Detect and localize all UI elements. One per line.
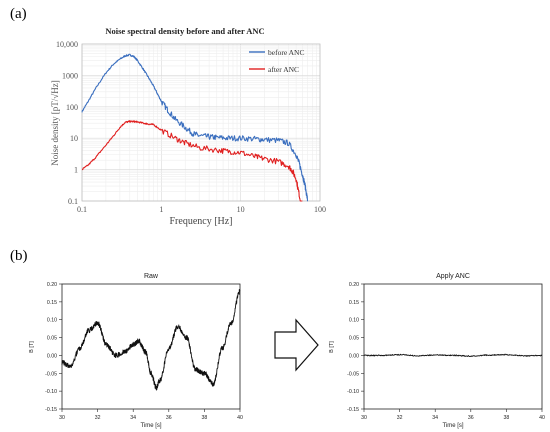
chart-a-y-axis-label: Noise density [pT/√Hz]: [50, 80, 60, 165]
chart-a-y-tick-label: 1000: [62, 71, 78, 80]
chart-raw-y-ticks: -0.15 -0.10 -0.05 0.00 0.05 0.10 0.15 0.20: [45, 282, 62, 413]
chart-anc-y-tick-label: 0.20: [349, 282, 359, 288]
chart-anc-y-tick-label: 0.05: [349, 336, 359, 342]
chart-raw-series: [61, 289, 241, 391]
chart-raw-y-tick-label: -0.10: [45, 389, 57, 395]
panel-a-label: (a): [10, 6, 27, 22]
chart-raw-y-tick-label: 0.05: [47, 336, 57, 342]
chart-anc-x-tick-label: 34: [432, 415, 438, 421]
legend-label-before-anc: before ANC: [268, 48, 304, 57]
chart-anc-x-tick-label: 38: [504, 415, 510, 421]
chart-anc-plot-area: [363, 283, 543, 410]
chart-anc-y-ticks: -0.15 -0.10 -0.05 0.00 0.05 0.10 0.15 0.20: [347, 282, 364, 413]
chart-a-title: Noise spectral density before and after …: [105, 26, 264, 36]
chart-a-y-tick-label: 1: [74, 166, 78, 175]
chart-a-y-tick-label: 10,000: [56, 40, 78, 49]
chart-anc-x-tick-label: 36: [468, 415, 474, 421]
chart-raw-x-tick-label: 30: [59, 415, 65, 421]
chart-raw-series-line: [61, 289, 241, 391]
chart-raw-title: Raw: [144, 273, 159, 280]
chart-anc-x-tick-label: 32: [397, 415, 403, 421]
chart-a-y-ticks: 0.1 1 10 100 1000 10,000: [56, 40, 78, 206]
chart-anc-y-tick-label: 0.10: [349, 318, 359, 324]
chart-raw-x-tick-label: 38: [202, 415, 208, 421]
chart-raw-y-tick-label: 0.00: [47, 353, 57, 359]
chart-a-x-tick-label: 100: [314, 205, 326, 214]
legend-label-after-anc: after ANC: [268, 65, 299, 74]
chart-anc-y-tick-label: -0.15: [347, 407, 359, 413]
chart-a-plot-area: [81, 43, 321, 202]
chart-a-legend: before ANC after ANC: [249, 48, 304, 74]
chart-raw-x-tick-label: 36: [166, 415, 172, 421]
chart-anc-series-line: [363, 353, 543, 358]
chart-anc-series: [363, 353, 543, 358]
chart-a-y-tick-label: 100: [66, 103, 78, 112]
chart-a-x-tick-label: 10: [237, 205, 245, 214]
panel-b-label: (b): [10, 248, 28, 264]
chart-anc-x-axis-label: Time [s]: [442, 423, 463, 429]
chart-raw-x-tick-label: 32: [95, 415, 101, 421]
chart-a-series: [81, 53, 309, 202]
chart-anc-y-tick-label: -0.10: [347, 389, 359, 395]
chart-anc-x-tick-label: 40: [539, 415, 545, 421]
chart-anc-x-tick-label: 30: [361, 415, 367, 421]
chart-raw-plot-area: [61, 283, 241, 410]
chart-anc-title: Apply ANC: [436, 273, 470, 280]
chart-raw-x-tick-label: 40: [237, 415, 243, 421]
chart-raw-x-ticks: 30 32 34 36 38 40: [59, 409, 243, 421]
chart-raw-y-tick-label: -0.05: [45, 371, 57, 377]
chart-anc-y-tick-label: 0.15: [349, 300, 359, 306]
series-line-after-anc: [81, 120, 303, 202]
chart-a-x-tick-label: 0.1: [77, 205, 87, 214]
chart-raw-y-tick-label: -0.15: [45, 407, 57, 413]
chart-a-x-axis-label: Frequency [Hz]: [169, 216, 232, 227]
chart-raw-x-axis-label: Time [s]: [140, 423, 161, 429]
chart-a-y-tick-label: 10: [70, 134, 78, 143]
chart-anc-x-ticks: 30 32 34 36 38 40: [361, 409, 545, 421]
chart-anc-y-tick-label: -0.05: [347, 371, 359, 377]
chart-a-x-ticks: 0.1 1 10 100: [77, 205, 326, 214]
chart-raw-y-tick-label: 0.20: [47, 282, 57, 288]
chart-raw-y-tick-label: 0.15: [47, 300, 57, 306]
chart-raw-x-tick-label: 34: [130, 415, 136, 421]
chart-a-y-tick-label: 0.1: [68, 197, 78, 206]
chart-anc-y-tick-label: 0.00: [349, 353, 359, 359]
chart-raw-y-tick-label: 0.10: [47, 318, 57, 324]
chart-anc-y-axis-label: B [T]: [329, 341, 335, 353]
series-line-before-anc: [81, 53, 309, 202]
right-arrow-outline-icon: [274, 318, 319, 372]
chart-raw-y-axis-label: B [T]: [29, 341, 35, 353]
chart-a-x-tick-label: 1: [159, 205, 163, 214]
